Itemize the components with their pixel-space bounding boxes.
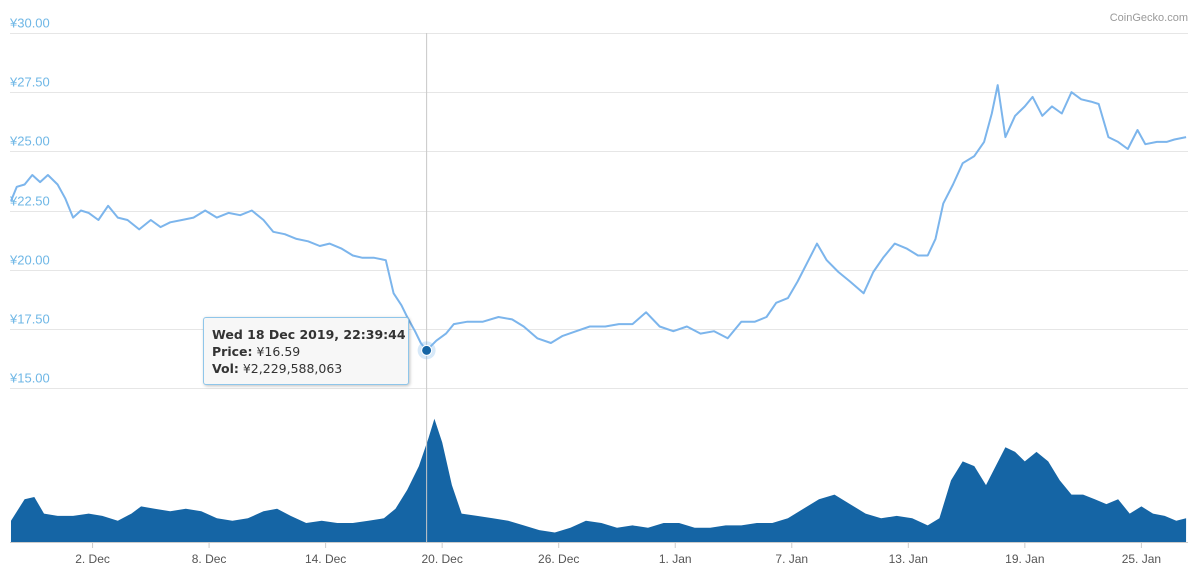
tooltip-price-label: Price: xyxy=(212,344,253,359)
marker-dot xyxy=(421,344,433,356)
y-tick-label: ¥27.50 xyxy=(9,75,50,90)
price-line-chart xyxy=(10,84,1187,352)
y-tick-label: ¥22.50 xyxy=(9,194,50,209)
x-tick-label: 20. Dec xyxy=(421,552,462,566)
x-tick-label: 1. Jan xyxy=(659,552,692,566)
hover-marker[interactable] xyxy=(417,341,436,360)
tooltip-vol-value: ¥2,229,588,063 xyxy=(242,361,343,376)
credit-link[interactable]: CoinGecko.com xyxy=(1110,12,1188,24)
x-tick-label: 2. Dec xyxy=(75,552,110,566)
tooltip-price-value: ¥16.59 xyxy=(256,344,301,359)
price-line xyxy=(10,84,1187,352)
y-tick-label: ¥17.50 xyxy=(9,312,50,327)
x-tick-label: 13. Jan xyxy=(889,552,928,566)
price-tooltip: Wed 18 Dec 2019, 22:39:44 Price: ¥16.59 … xyxy=(203,317,409,385)
volume-area xyxy=(10,418,1187,542)
y-tick-label: ¥25.00 xyxy=(9,134,50,149)
volume-area-chart xyxy=(10,418,1187,542)
tooltip-vol-label: Vol: xyxy=(212,361,239,376)
x-tick-label: 25. Jan xyxy=(1122,552,1161,566)
tooltip-date: Wed 18 Dec 2019, 22:39:44 xyxy=(212,327,406,342)
x-tick-label: 26. Dec xyxy=(538,552,579,566)
x-tick-label: 14. Dec xyxy=(305,552,346,566)
x-axis-labels: 2. Dec 8. Dec 14. Dec 20. Dec 26. Dec 1. Jan 7… xyxy=(75,542,1161,566)
y-tick-label: ¥15.00 xyxy=(9,371,50,386)
y-tick-label: ¥30.00 xyxy=(9,16,50,31)
y-axis-labels: ¥15.00 ¥17.50 ¥20.00 ¥22.50 ¥25.00 ¥27.50 ¥30.… xyxy=(9,16,50,386)
x-tick-label: 8. Dec xyxy=(192,552,227,566)
x-tick-label: 7. Jan xyxy=(775,552,808,566)
x-tick-label: 19. Jan xyxy=(1005,552,1044,566)
y-tick-label: ¥20.00 xyxy=(9,253,50,268)
